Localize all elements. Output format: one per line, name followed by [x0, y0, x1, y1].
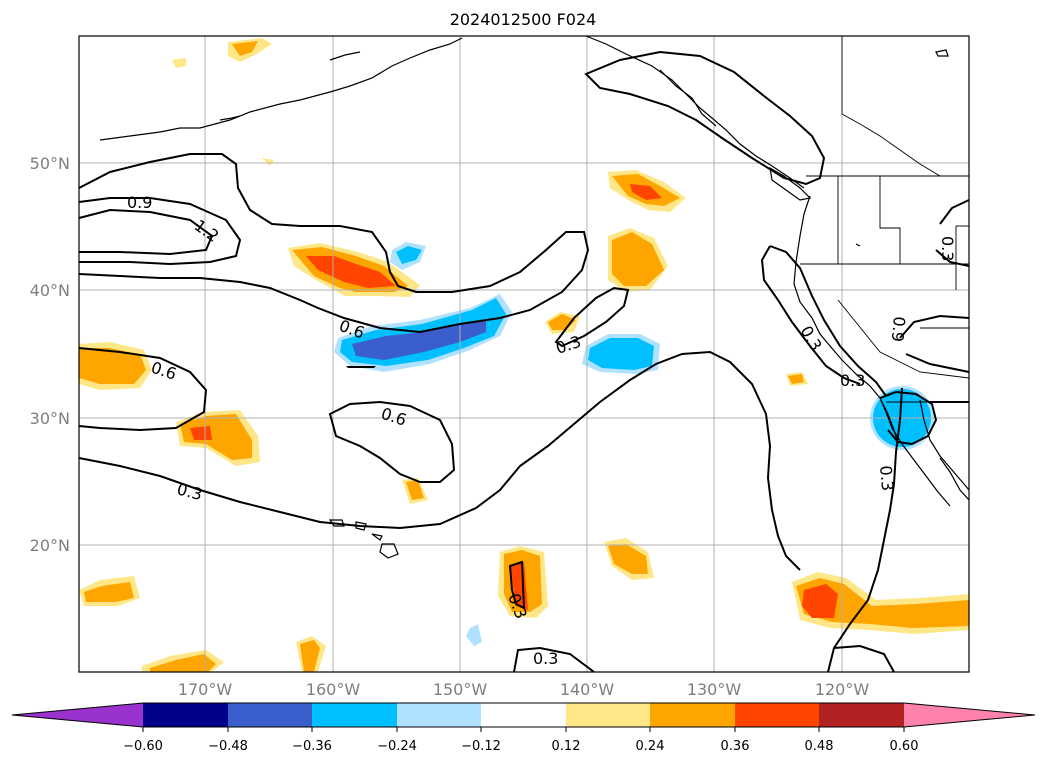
colorbar-extend-max: [904, 703, 1035, 727]
lon-label: 120°W: [815, 680, 870, 699]
colorbar-bin: [312, 703, 397, 727]
colorbar-tick-label: −0.24: [377, 739, 417, 754]
colorbar: −0.60 −0.48 −0.36 −0.24 −0.12 0.12 0.24 …: [11, 702, 1036, 754]
map-title: 2024012500 F024: [450, 10, 597, 29]
lon-label: 170°W: [178, 680, 233, 699]
colorbar-bin: [143, 703, 228, 727]
colorbar-bin: [650, 703, 735, 727]
colorbar-bin: [819, 703, 904, 727]
colorbar-bin: [397, 703, 481, 727]
colorbar-tick-label: −0.48: [208, 739, 248, 754]
colorbar-bin: [735, 703, 819, 727]
lon-label: 150°W: [433, 680, 488, 699]
colorbar-tick-label: −0.60: [123, 739, 163, 754]
contour-label: 0.9: [127, 193, 152, 212]
lon-label: 140°W: [560, 680, 615, 699]
colorbar-tick-label: 0.48: [805, 739, 834, 754]
colorbar-bin: [228, 703, 312, 727]
colorbar-tick-label: −0.12: [461, 739, 501, 754]
contour-label: 0.3: [533, 649, 558, 668]
lat-label: 40°N: [30, 281, 70, 300]
lon-label: 130°W: [687, 680, 742, 699]
colorbar-bin: [566, 703, 650, 727]
lat-label: 50°N: [30, 154, 70, 173]
colorbar-tick-label: −0.36: [292, 739, 332, 754]
contour-label: 0.3: [840, 371, 865, 390]
colorbar-tick-label: 0.36: [721, 739, 750, 754]
map-frame: [78, 35, 970, 673]
contour-label: 0.9: [888, 316, 909, 343]
colorbar-tick-label: 0.12: [552, 739, 581, 754]
contour-lines: [78, 50, 970, 673]
positive-anomaly-fills: [79, 38, 969, 672]
coastlines: [99, 35, 970, 559]
lat-label: 20°N: [30, 536, 70, 555]
lat-label: 30°N: [30, 409, 70, 428]
lon-label: 160°W: [306, 680, 361, 699]
colorbar-bin: [481, 703, 566, 727]
graticule-grid: [79, 36, 969, 672]
contour-label: 0.3: [876, 465, 897, 492]
colorbar-tick-label: 0.60: [890, 739, 919, 754]
political-borders: [800, 36, 970, 403]
colorbar-tick-label: 0.24: [636, 739, 665, 754]
contour-label: 0.3: [938, 236, 957, 261]
colorbar-extend-min: [12, 703, 143, 727]
